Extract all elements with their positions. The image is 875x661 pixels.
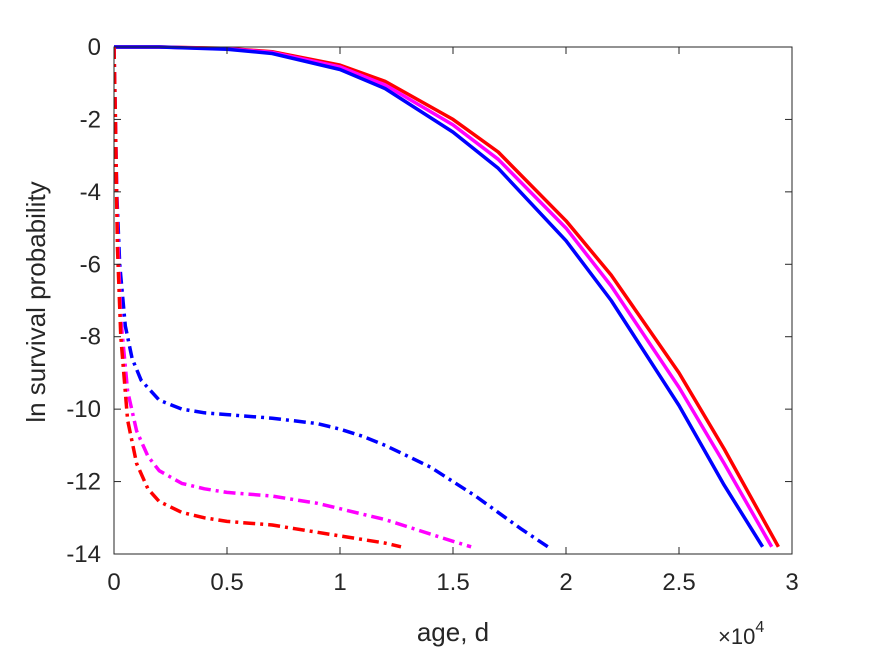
series-line-6 — [114, 46, 402, 549]
series-line-4 — [114, 46, 549, 549]
x-axis-exponent-power: 4 — [755, 619, 764, 636]
y-tick-label: -2 — [80, 106, 101, 133]
x-tick-label: 2.5 — [662, 569, 695, 596]
labels-layer: age, d ln survival probability ×104 — [21, 181, 764, 649]
y-tick-label: -10 — [66, 396, 101, 423]
x-tick-label: 1.5 — [436, 569, 469, 596]
y-tick-label: -6 — [80, 251, 101, 278]
x-tick-label: 2 — [559, 569, 572, 596]
x-axis-label: age, d — [417, 617, 489, 647]
x-tick-label: 1 — [333, 569, 346, 596]
y-tick-label: -12 — [66, 469, 101, 496]
x-axis-exponent-base: ×10 — [718, 624, 755, 649]
x-tick-label: 0.5 — [210, 569, 243, 596]
x-tick-label: 0 — [107, 569, 120, 596]
y-tick-label: 0 — [88, 34, 101, 61]
axes-layer: 0 0.5 1 1.5 2 2.5 3 0 -2 -4 -6 -8 -10 -12 -14 — [66, 34, 798, 596]
y-tick-label: -4 — [80, 179, 101, 206]
y-tick-label: -14 — [66, 541, 101, 568]
y-axis-label: ln survival probability — [21, 181, 51, 422]
x-axis-exponent: ×104 — [718, 619, 764, 649]
y-tick-label: -8 — [80, 324, 101, 351]
x-tick-label: 3 — [785, 569, 798, 596]
series-line-5 — [114, 46, 472, 549]
